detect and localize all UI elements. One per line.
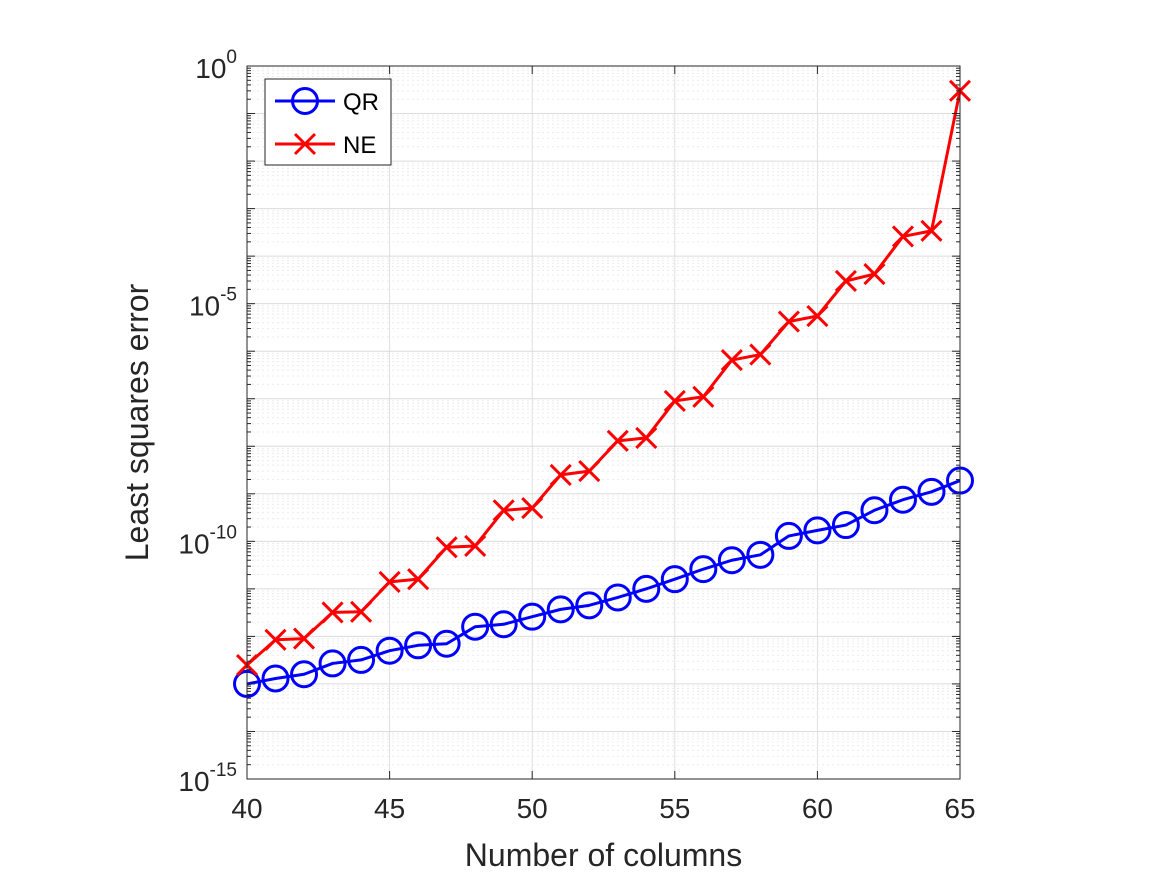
series-ne (235, 79, 972, 677)
data-point-ne (663, 389, 686, 412)
data-point-ne (464, 534, 487, 558)
data-point-qr (489, 610, 518, 639)
data-point-qr (461, 612, 490, 641)
legend: QR NE (264, 78, 392, 166)
y-axis-label: Least squares error (119, 283, 155, 561)
data-point-qr (432, 629, 461, 658)
data-point-ne (435, 536, 458, 559)
x-tick-label: 45 (374, 793, 405, 824)
data-point-qr (575, 591, 604, 620)
data-point-qr (660, 565, 689, 594)
data-point-qr (290, 660, 319, 689)
x-tick-label: 55 (659, 793, 690, 824)
plot-frame (246, 65, 961, 780)
data-point-ne (293, 132, 317, 156)
data-point-qr (546, 595, 575, 624)
data-point-qr (347, 645, 376, 674)
data-point-ne (692, 385, 715, 408)
data-point-qr (261, 664, 290, 693)
legend-items: QR NE (275, 87, 379, 159)
data-point-qr (632, 574, 661, 603)
y-tick-label: 100 (195, 47, 237, 84)
data-point-qr (774, 521, 803, 550)
series-qr (233, 466, 974, 698)
axis-ticks (246, 66, 961, 779)
data-point-ne (350, 600, 373, 623)
data-point-ne (407, 568, 430, 591)
data-point-ne (834, 269, 857, 293)
data-point-qr (689, 555, 718, 584)
legend-label: QR (343, 89, 379, 116)
data-point-ne (920, 219, 943, 242)
data-point-ne (891, 225, 915, 248)
data-point-ne (606, 429, 629, 452)
legend-label: NE (343, 132, 376, 159)
legend-item-ne: NE (275, 132, 376, 159)
series-line-qr (246, 479, 961, 686)
data-point-ne (578, 460, 601, 483)
series-layer (233, 79, 974, 698)
data-point-qr (518, 602, 547, 631)
grid (246, 66, 961, 779)
data-point-ne (321, 601, 344, 624)
y-tick-label: 10-10 (178, 522, 237, 559)
data-point-qr (375, 636, 404, 665)
x-tick-label: 40 (231, 793, 262, 824)
x-tick-label: 60 (802, 793, 833, 824)
data-point-qr (291, 87, 319, 115)
legend-box (264, 78, 392, 166)
legend-item-qr: QR (275, 87, 379, 116)
data-point-qr (831, 511, 860, 540)
plot-background (247, 66, 960, 779)
data-point-ne (806, 304, 829, 328)
y-tick-label: 10-15 (178, 760, 237, 797)
data-point-qr (404, 631, 433, 660)
data-point-qr (603, 583, 632, 612)
x-axis-label: Number of columns (465, 837, 742, 873)
x-tick-labels: 40 45 50 55 60 65 (231, 793, 975, 824)
data-point-ne (635, 426, 658, 449)
data-point-ne (749, 343, 772, 366)
data-point-ne (720, 349, 743, 372)
data-point-qr (917, 477, 946, 506)
data-point-ne (777, 310, 800, 333)
data-point-ne (292, 627, 316, 650)
y-tick-label: 10-5 (189, 285, 237, 322)
data-point-ne (549, 463, 572, 486)
data-point-ne (378, 570, 401, 593)
data-point-qr (888, 485, 917, 514)
data-point-ne (492, 499, 515, 522)
data-point-qr (860, 496, 889, 525)
y-tick-labels: 100 10-5 10-10 10-15 (178, 47, 237, 797)
x-tick-label: 50 (517, 793, 548, 824)
data-point-qr (746, 540, 775, 569)
data-point-ne (863, 262, 886, 286)
data-point-qr (803, 516, 832, 545)
data-point-ne (521, 497, 544, 520)
data-point-qr (717, 546, 746, 575)
x-tick-label: 65 (944, 793, 975, 824)
data-point-ne (264, 628, 287, 651)
data-point-qr (318, 649, 347, 678)
